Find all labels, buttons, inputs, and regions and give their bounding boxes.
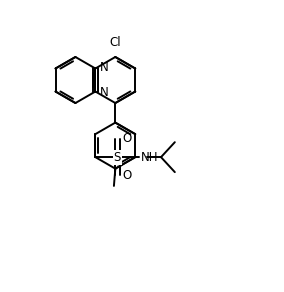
Text: O: O	[122, 169, 131, 182]
Text: Cl: Cl	[110, 36, 121, 49]
Text: NH: NH	[141, 151, 158, 164]
Text: O: O	[122, 132, 131, 145]
Text: N: N	[100, 61, 108, 74]
Text: S: S	[114, 151, 121, 164]
Text: N: N	[100, 86, 108, 99]
